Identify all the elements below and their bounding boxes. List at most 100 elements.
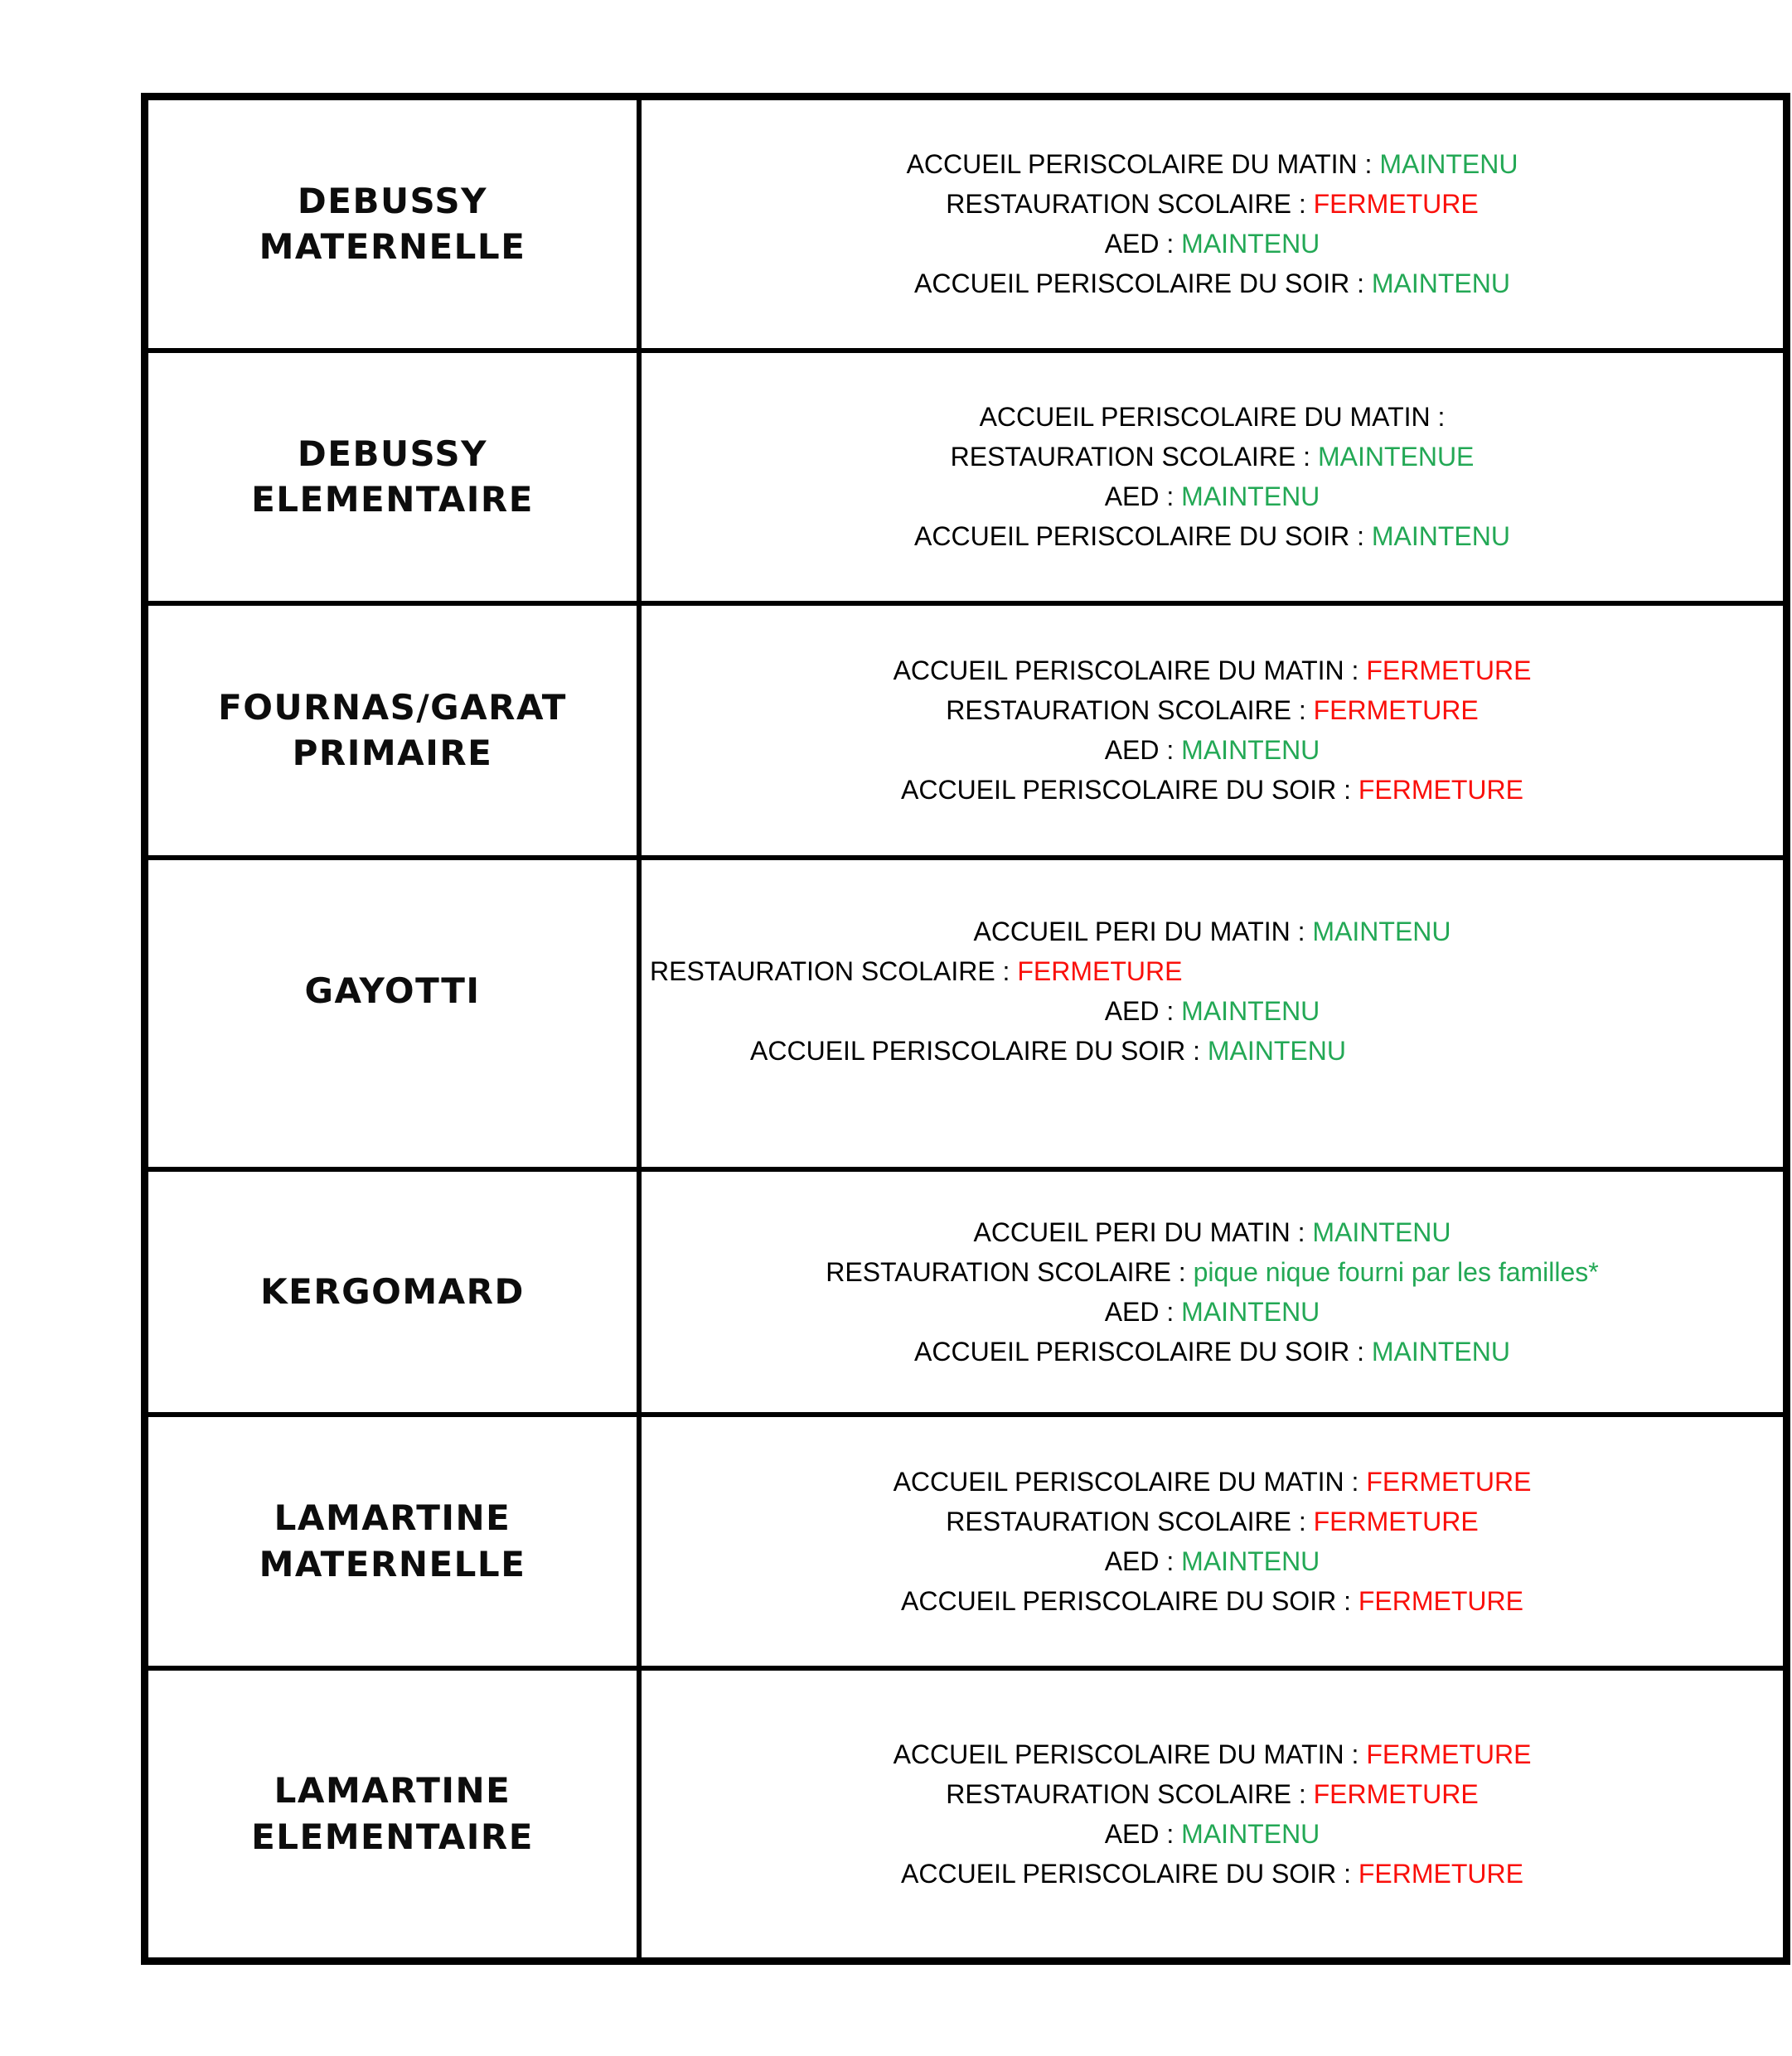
school-name: LAMARTINE MATERNELLE [259, 1497, 526, 1584]
table-row: DEBUSSY MATERNELLE ACCUEIL PERISCOLAIRE … [142, 94, 1790, 353]
school-status-cell: ACCUEIL PERISCOLAIRE DU MATIN : FERMETUR… [637, 600, 1790, 860]
status-line: ACCUEIL PERISCOLAIRE DU SOIR : FERMETURE [648, 770, 1776, 810]
status-value: MAINTENU [1379, 149, 1518, 180]
status-label: RESTAURATION SCOLAIRE : [650, 955, 1018, 986]
status-lines: ACCUEIL PERISCOLAIRE DU MATIN : FERMETUR… [648, 1734, 1776, 1894]
school-name-cell: GAYOTTI [142, 854, 642, 1172]
status-line: RESTAURATION SCOLAIRE : pique nique four… [648, 1252, 1776, 1292]
status-line: RESTAURATION SCOLAIRE : FERMETURE [648, 690, 1776, 730]
status-line: ACCUEIL PERISCOLAIRE DU MATIN : FERMETUR… [648, 651, 1776, 690]
status-line: RESTAURATION SCOLAIRE : FERMETURE [648, 1502, 1776, 1541]
status-value: MAINTENU [1371, 268, 1510, 299]
table-row: FOURNAS/GARAT PRIMAIRE ACCUEIL PERISCOLA… [142, 600, 1790, 860]
school-name: FOURNAS/GARAT PRIMAIRE [218, 686, 567, 773]
status-value: FERMETURE [1358, 775, 1523, 805]
status-line: ACCUEIL PERI DU MATIN : MAINTENU [648, 1212, 1776, 1252]
table-row: LAMARTINE ELEMENTAIRE ACCUEIL PERISCOLAI… [142, 1665, 1790, 1964]
school-name: GAYOTTI [304, 970, 481, 1012]
status-label: AED : [1104, 229, 1182, 259]
status-value: MAINTENU [1181, 1818, 1320, 1849]
status-line: ACCUEIL PERISCOLAIRE DU SOIR : MAINTENU [648, 264, 1776, 303]
status-line: AED : MAINTENU [648, 477, 1776, 516]
status-label: AED : [1104, 735, 1182, 765]
status-value: MAINTENU [1371, 1336, 1510, 1367]
school-name-cell: DEBUSSY MATERNELLE [142, 94, 642, 353]
status-value: FERMETURE [1366, 1466, 1532, 1497]
school-status-cell: ACCUEIL PERISCOLAIRE DU MATIN : MAINTENU… [637, 94, 1790, 353]
status-lines: ACCUEIL PERISCOLAIRE DU MATIN : FERMETUR… [648, 651, 1776, 810]
status-label: RESTAURATION SCOLAIRE : [946, 1778, 1314, 1809]
table-row: KERGOMARD ACCUEIL PERI DU MATIN : MAINTE… [142, 1166, 1790, 1417]
status-label: RESTAURATION SCOLAIRE : [946, 695, 1314, 725]
status-label: AED : [1104, 481, 1182, 511]
status-value: MAINTENU [1181, 735, 1320, 765]
status-label: ACCUEIL PERISCOLAIRE DU SOIR : [914, 1336, 1372, 1367]
status-value: FERMETURE [1017, 955, 1183, 986]
school-services-table: DEBUSSY MATERNELLE ACCUEIL PERISCOLAIRE … [141, 93, 1790, 1965]
status-line: ACCUEIL PERISCOLAIRE DU SOIR : MAINTENU [648, 516, 1776, 556]
status-line: ACCUEIL PERI DU MATIN : MAINTENU [648, 912, 1776, 951]
status-line: AED : MAINTENU [648, 730, 1776, 770]
school-name-cell: KERGOMARD [142, 1166, 642, 1417]
school-status-cell: ACCUEIL PERI DU MATIN : MAINTENU RESTAURA… [637, 854, 1790, 1172]
status-label: AED : [1104, 1546, 1182, 1576]
status-value: MAINTENUE [1317, 442, 1475, 472]
status-value: MAINTENU [1312, 916, 1451, 946]
status-lines: ACCUEIL PERISCOLAIRE DU MATIN : RESTAURAT… [648, 397, 1776, 556]
status-line: RESTAURATION SCOLAIRE : MAINTENUE [648, 437, 1776, 477]
table-body: DEBUSSY MATERNELLE ACCUEIL PERISCOLAIRE … [142, 94, 1790, 1964]
status-line: ACCUEIL PERISCOLAIRE DU MATIN : MAINTENU [648, 144, 1776, 184]
school-status-cell: ACCUEIL PERISCOLAIRE DU MATIN : FERMETUR… [637, 1665, 1790, 1964]
status-value: MAINTENU [1181, 229, 1320, 259]
status-label: ACCUEIL PERISCOLAIRE DU MATIN : [979, 402, 1446, 432]
status-label: ACCUEIL PERISCOLAIRE DU MATIN : [893, 1466, 1367, 1497]
status-value: FERMETURE [1358, 1585, 1523, 1616]
status-line: ACCUEIL PERISCOLAIRE DU SOIR : MAINTENU [484, 1031, 1612, 1071]
school-name-cell: FOURNAS/GARAT PRIMAIRE [142, 600, 642, 860]
school-name: KERGOMARD [260, 1270, 525, 1312]
status-value: MAINTENU [1207, 1035, 1346, 1066]
school-status-cell: ACCUEIL PERISCOLAIRE DU MATIN : FERMETUR… [637, 1411, 1790, 1671]
status-label: AED : [1104, 1296, 1182, 1327]
school-status-cell: ACCUEIL PERISCOLAIRE DU MATIN : RESTAURAT… [637, 347, 1790, 606]
status-label: ACCUEIL PERISCOLAIRE DU SOIR : [901, 775, 1359, 805]
status-lines: ACCUEIL PERISCOLAIRE DU MATIN : MAINTENU… [648, 144, 1776, 303]
status-value: pique nique fourni par les familles* [1193, 1256, 1599, 1287]
status-value: FERMETURE [1358, 1858, 1523, 1889]
status-line: ACCUEIL PERISCOLAIRE DU SOIR : FERMETURE [648, 1581, 1776, 1621]
status-label: ACCUEIL PERISCOLAIRE DU SOIR : [901, 1585, 1359, 1616]
status-lines: ACCUEIL PERISCOLAIRE DU MATIN : FERMETUR… [648, 1462, 1776, 1621]
status-line: RESTAURATION SCOLAIRE : FERMETURE [648, 951, 1776, 991]
table-row: LAMARTINE MATERNELLE ACCUEIL PERISCOLAIR… [142, 1411, 1790, 1671]
status-line: RESTAURATION SCOLAIRE : FERMETURE [648, 184, 1776, 224]
school-name: LAMARTINE ELEMENTAIRE [251, 1770, 534, 1857]
status-label: ACCUEIL PERI DU MATIN : [973, 1217, 1313, 1247]
status-value: FERMETURE [1313, 1778, 1479, 1809]
status-lines: ACCUEIL PERI DU MATIN : MAINTENU RESTAURA… [648, 1212, 1776, 1371]
status-line: AED : MAINTENU [648, 1541, 1776, 1581]
status-value: FERMETURE [1313, 1506, 1479, 1536]
status-label: ACCUEIL PERI DU MATIN : [973, 916, 1313, 946]
status-label: RESTAURATION SCOLAIRE : [946, 189, 1314, 220]
status-value: MAINTENU [1371, 521, 1510, 551]
status-label: RESTAURATION SCOLAIRE : [946, 1506, 1314, 1536]
status-value: FERMETURE [1366, 656, 1532, 685]
status-line: AED : MAINTENU [648, 1292, 1776, 1332]
status-label: ACCUEIL PERISCOLAIRE DU MATIN : [893, 656, 1367, 685]
status-value: FERMETURE [1366, 1739, 1532, 1769]
table-row: GAYOTTI ACCUEIL PERI DU MATIN : MAINTENU… [142, 854, 1790, 1172]
school-name: DEBUSSY ELEMENTAIRE [251, 433, 534, 520]
status-value: MAINTENU [1181, 1546, 1320, 1576]
status-line: RESTAURATION SCOLAIRE : FERMETURE [648, 1774, 1776, 1814]
status-label: ACCUEIL PERISCOLAIRE DU MATIN : [893, 1739, 1367, 1769]
status-value: FERMETURE [1313, 695, 1479, 725]
status-value: MAINTENU [1312, 1217, 1451, 1247]
status-label: ACCUEIL PERISCOLAIRE DU MATIN : [906, 149, 1380, 180]
status-line: ACCUEIL PERISCOLAIRE DU MATIN : FERMETUR… [648, 1462, 1776, 1502]
status-line: AED : MAINTENU [648, 991, 1776, 1031]
school-name: DEBUSSY MATERNELLE [259, 180, 526, 268]
status-label: RESTAURATION SCOLAIRE : [826, 1256, 1194, 1287]
status-label: AED : [1104, 1818, 1182, 1849]
status-lines: ACCUEIL PERI DU MATIN : MAINTENU RESTAURA… [648, 912, 1776, 1071]
